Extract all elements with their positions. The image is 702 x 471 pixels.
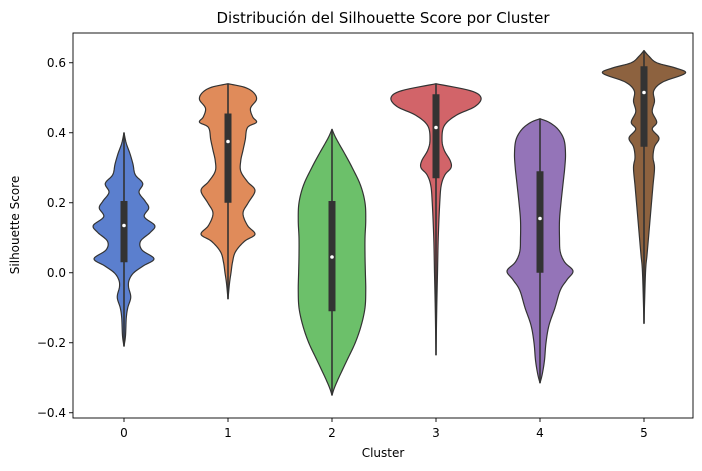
median-marker-cluster-5 [642,90,646,95]
y-tick-label: −0.2 [37,336,66,350]
iqr-box-cluster-4 [536,171,544,273]
x-axis-label: Cluster [362,446,405,460]
iqr-box-cluster-5 [640,66,648,147]
y-tick-label: 0.4 [47,126,66,140]
x-tick-label: 0 [120,426,128,440]
x-tick-label: 3 [432,426,440,440]
y-axis: −0.4 −0.2 0.0 0.2 0.4 0.6 [37,56,73,420]
x-tick-label: 1 [224,426,232,440]
y-tick-label: 0.6 [47,56,66,70]
x-axis: 0 1 2 3 4 5 [120,418,648,440]
chart-title: Distribución del Silhouette Score por Cl… [216,9,550,27]
y-tick-label: 0.0 [47,266,66,280]
x-tick-label: 4 [536,426,544,440]
y-axis-label: Silhouette Score [8,176,22,274]
plot-area [92,49,687,396]
median-marker-cluster-4 [538,216,542,221]
plot-frame [72,32,694,419]
x-tick-label: 2 [328,426,336,440]
median-marker-cluster-0 [122,223,126,228]
iqr-box-cluster-1 [224,113,232,203]
iqr-box-cluster-3 [432,94,440,179]
y-tick-label: −0.4 [37,406,66,420]
iqr-box-cluster-0 [120,201,128,263]
y-tick-label: 0.2 [47,196,66,210]
median-marker-cluster-1 [226,139,230,144]
x-tick-label: 5 [640,426,648,440]
median-marker-cluster-2 [330,255,334,259]
median-marker-cluster-3 [434,125,438,130]
